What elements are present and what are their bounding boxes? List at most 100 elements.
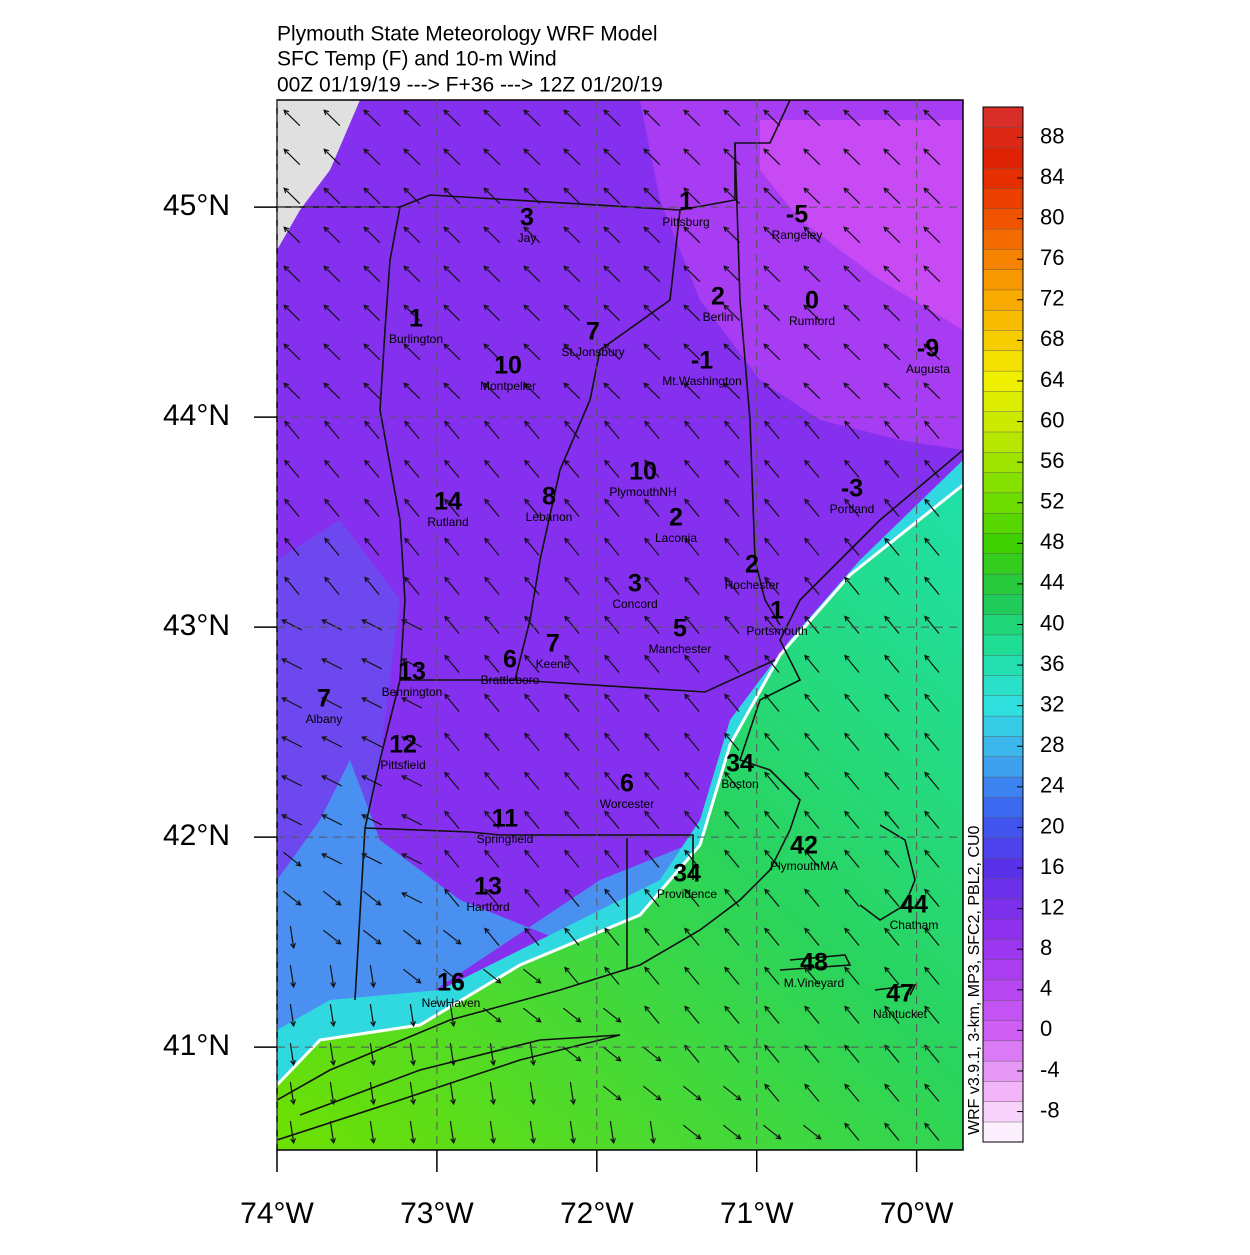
wind-arrow [644, 810, 660, 829]
wind-arrow [524, 615, 540, 634]
colorbar-band [982, 512, 1024, 534]
station-value: 3 [628, 570, 642, 598]
no-data [277, 100, 360, 250]
station-name: Albany [306, 712, 343, 726]
wind-arrow [644, 498, 660, 517]
wind-arrow [289, 965, 296, 989]
wind-arrow [644, 966, 660, 985]
wind-arrow [803, 382, 821, 400]
wind-arrow [564, 537, 580, 556]
wind-arrow [724, 537, 740, 556]
wind-arrow [884, 927, 900, 946]
colorbar-label: 28 [1040, 732, 1064, 757]
wind-arrow [643, 187, 661, 205]
wind-arrow [323, 890, 342, 906]
wind-arrow [723, 1085, 742, 1101]
colorbar-band [982, 877, 1024, 899]
wind-arrow [764, 420, 780, 439]
wind-arrow [603, 265, 621, 283]
wind-arrow [564, 810, 580, 829]
border [277, 100, 791, 211]
wind-arrow [363, 382, 381, 400]
wind-arrow [363, 148, 381, 166]
station-name: Portsmouth [746, 624, 807, 638]
wind-arrow [443, 187, 461, 205]
wind-arrow [604, 966, 620, 985]
wind-arrow [724, 576, 740, 595]
wind-arrow [281, 775, 303, 787]
colorbar-band [982, 593, 1024, 615]
wind-arrow [843, 109, 861, 127]
wind-arrow [444, 459, 460, 478]
wind-arrow [363, 929, 382, 945]
wind-arrow [484, 615, 500, 634]
wind-arrow [684, 888, 700, 907]
wind-arrow [684, 420, 700, 439]
station-name: Concord [612, 597, 657, 611]
wind-arrow [844, 849, 860, 868]
wind-arrow [763, 343, 781, 361]
wind-arrow [483, 968, 502, 984]
wind-arrow [369, 965, 376, 989]
wind-arrow [644, 459, 660, 478]
wind-arrow [843, 265, 861, 283]
wind-arrow [283, 304, 301, 322]
y-tick-label: 42°N [163, 819, 230, 852]
x-tick-label: 73°W [400, 1197, 474, 1230]
wind-arrow [843, 304, 861, 322]
wind-arrow [324, 459, 340, 478]
wind-arrow [284, 576, 300, 595]
station-name: NewHaven [422, 996, 481, 1010]
wind-arrow [843, 187, 861, 205]
wind-arrow [724, 693, 740, 712]
wind-arrow [329, 1121, 336, 1145]
wind-arrow [883, 148, 901, 166]
wind-arrow [563, 187, 581, 205]
wind-arrow [644, 420, 660, 439]
wind-arrow [321, 736, 343, 748]
wind-arrow [844, 654, 860, 673]
wind-arrow [603, 1085, 622, 1101]
station-name: Rumford [789, 314, 835, 328]
wind-arrow [764, 498, 780, 517]
wind-arrow [683, 109, 701, 127]
wind-arrow [564, 693, 580, 712]
wind-arrow [363, 304, 381, 322]
wind-arrow [524, 654, 540, 673]
station-name: Burlington [389, 332, 443, 346]
wind-arrow [764, 693, 780, 712]
wind-arrow [804, 1005, 820, 1024]
wind-arrow [444, 498, 460, 517]
wind-arrow [924, 1083, 940, 1102]
wind-arrow [764, 615, 780, 634]
wind-arrow [524, 576, 540, 595]
x-tick-label: 72°W [560, 1197, 634, 1230]
wind-arrow [924, 771, 940, 790]
wind-arrow [401, 658, 423, 670]
wind-arrow [361, 814, 383, 826]
colorbar-band [982, 999, 1024, 1021]
wind-arrow [563, 265, 581, 283]
wind-arrow [321, 775, 343, 787]
station-value: 12 [389, 731, 417, 759]
station-value: -1 [691, 347, 713, 375]
wind-arrow [489, 1121, 496, 1145]
wind-arrow [924, 459, 940, 478]
wind-arrow [923, 382, 941, 400]
wind-arrow [644, 849, 660, 868]
wind-arrow [644, 615, 660, 634]
colorbar-label: 64 [1040, 367, 1064, 392]
wind-arrow [923, 265, 941, 283]
wind-arrow [363, 109, 381, 127]
y-tick-label: 45°N [163, 189, 230, 222]
wind-arrow [684, 615, 700, 634]
wind-arrow [564, 849, 580, 868]
wind-arrow [443, 382, 461, 400]
wind-arrow [529, 1082, 536, 1106]
wind-arrow [564, 615, 580, 634]
wind-arrow [763, 148, 781, 166]
wind-arrow [884, 459, 900, 478]
border [734, 142, 781, 626]
wind-arrow [644, 771, 660, 790]
wind-arrow [524, 849, 540, 868]
